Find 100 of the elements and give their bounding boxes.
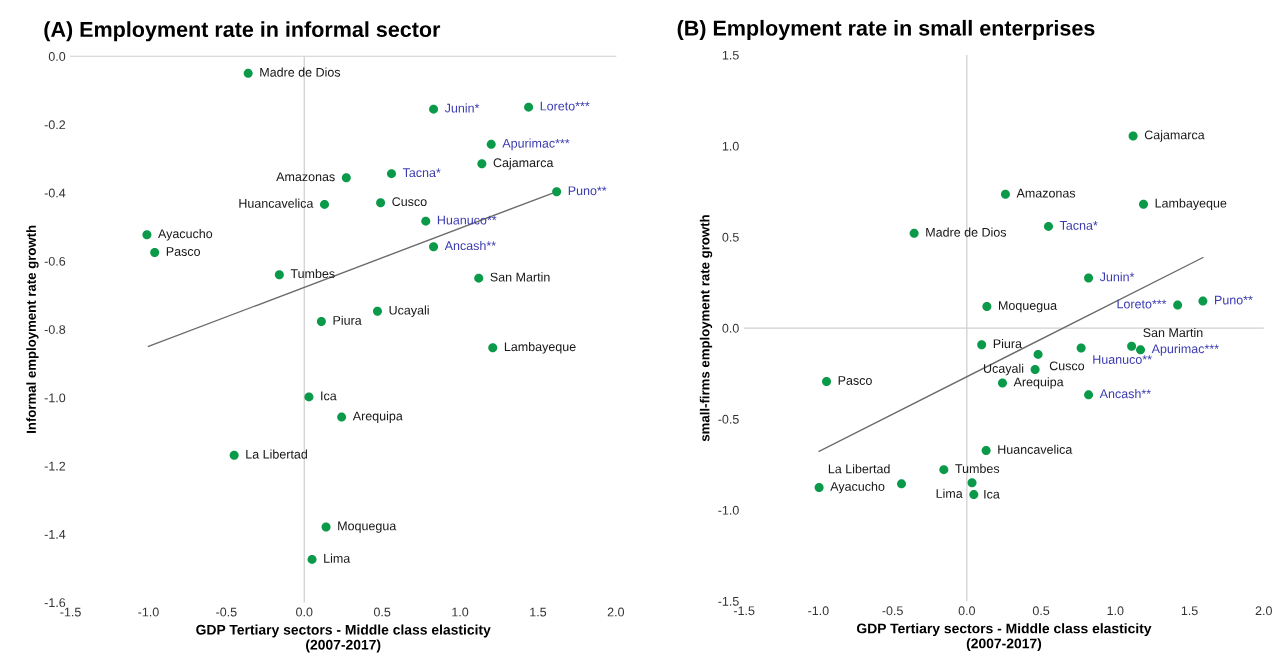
point — [488, 343, 498, 353]
point — [316, 316, 326, 326]
x-tick-label: -1.0 — [138, 607, 159, 617]
x-tick-label: -1.5 — [60, 607, 81, 617]
data-label: Lima — [936, 488, 963, 498]
y-tick-label: 0.5 — [722, 232, 739, 242]
chart-title: (B) Employment rate in small enterprises — [677, 19, 1095, 40]
y-tick-label: -0.6 — [44, 256, 66, 266]
y-tick-label: -1.0 — [44, 393, 66, 403]
point — [243, 68, 253, 78]
annotation: Ancash** — [1099, 389, 1151, 399]
point — [150, 248, 160, 258]
data-label: San Martin — [1143, 327, 1203, 338]
annotation: Junin* — [1099, 272, 1135, 282]
data-label: Huancavelica — [998, 444, 1073, 454]
data-label: Ayacucho — [830, 481, 885, 494]
y-tick-label: -1.6 — [44, 598, 66, 608]
data-label: Arequipa — [352, 411, 403, 423]
x-axis-title: GDP Tertiary sectors - Middle class elasticity (2007-2017) — [196, 624, 491, 653]
point — [552, 187, 562, 197]
point — [274, 270, 284, 280]
data-label: Tumbes — [290, 268, 335, 279]
data-label: Piura — [993, 338, 1022, 349]
data-label: Tumbes — [955, 463, 1000, 474]
point — [429, 104, 439, 114]
point — [524, 102, 534, 112]
point — [421, 216, 431, 226]
point — [307, 554, 317, 564]
point — [229, 450, 239, 460]
point — [486, 139, 496, 149]
point — [320, 199, 330, 209]
x-tick-label: 0.5 — [373, 607, 391, 617]
point — [977, 340, 987, 350]
point — [474, 273, 484, 283]
point — [909, 228, 919, 238]
annotation: Apurimac*** — [1151, 344, 1219, 356]
y-tick-label: -1.4 — [44, 530, 66, 539]
x-tick-label: 2.0 — [607, 607, 625, 617]
point — [1128, 131, 1138, 141]
x-tick-label: -0.5 — [216, 607, 237, 617]
annotation: Tacna* — [402, 168, 441, 178]
point — [982, 302, 992, 312]
annotation: Huanuco** — [1093, 355, 1152, 364]
data-label: Ucayali — [389, 305, 429, 318]
point — [967, 478, 977, 488]
x-tick-label: 0.5 — [1032, 606, 1050, 616]
x-tick-label: 1.0 — [452, 607, 469, 617]
y-tick-label: -1.2 — [44, 461, 66, 471]
y-tick-label: -0.2 — [44, 120, 66, 130]
point — [822, 377, 832, 387]
x-tick-label: 0.0 — [958, 606, 976, 616]
x-tick-label: -0.5 — [882, 606, 903, 616]
x-axis-title: GDP Tertiary sectors - Middle class elasticity (2007-2017) — [856, 623, 1152, 652]
annotation: Apurimac*** — [502, 138, 570, 151]
point — [1084, 390, 1094, 400]
y-tick-label: 1.0 — [722, 141, 739, 151]
point — [1139, 199, 1148, 209]
data-label: Madre de Dios — [260, 67, 341, 77]
x-tick-label: 2.0 — [1255, 606, 1272, 616]
x-tick-label: 1.5 — [1181, 606, 1198, 616]
point — [372, 306, 382, 316]
data-label: Cusco — [392, 197, 427, 207]
chart-title: (A) Employment rate in informal sector — [44, 21, 441, 42]
point — [429, 242, 439, 252]
point — [304, 392, 314, 402]
point — [1076, 343, 1086, 353]
data-label: Piura — [333, 315, 362, 325]
point — [969, 490, 979, 500]
data-label: Pasco — [838, 376, 872, 385]
x-tick-label: 0.0 — [296, 607, 313, 617]
data-label: Ica — [321, 391, 337, 401]
data-label: Lambayeque — [1155, 198, 1227, 211]
point — [1043, 221, 1053, 231]
point — [341, 173, 351, 183]
point — [477, 159, 487, 169]
point — [142, 230, 152, 240]
annotation: Puno** — [1215, 295, 1253, 305]
point — [1000, 189, 1010, 199]
data-label: La Libertad — [246, 449, 307, 459]
point — [1084, 273, 1094, 283]
data-label: Lambayeque — [504, 341, 576, 354]
point — [939, 465, 949, 475]
data-label: Moquegua — [999, 301, 1058, 313]
y-tick-label: 0.0 — [48, 52, 66, 61]
point — [997, 378, 1007, 388]
point — [321, 522, 331, 532]
point — [1033, 349, 1043, 359]
x-tick-label: 1.5 — [530, 607, 547, 617]
annotation: Junin* — [444, 103, 480, 113]
x-tick-label: 1.0 — [1107, 606, 1124, 616]
y-axis-title: small-firms employment rate growth — [699, 215, 713, 442]
data-label: San Martin — [490, 272, 550, 282]
annotation: Puno** — [568, 186, 607, 196]
x-tick-label: -1.5 — [733, 606, 755, 616]
y-tick-label: 1.5 — [722, 50, 739, 60]
point — [1198, 296, 1208, 306]
annotation: Tacna* — [1059, 221, 1098, 230]
point — [387, 169, 396, 179]
point — [981, 446, 991, 456]
data-label: Huancavelica — [239, 198, 314, 208]
